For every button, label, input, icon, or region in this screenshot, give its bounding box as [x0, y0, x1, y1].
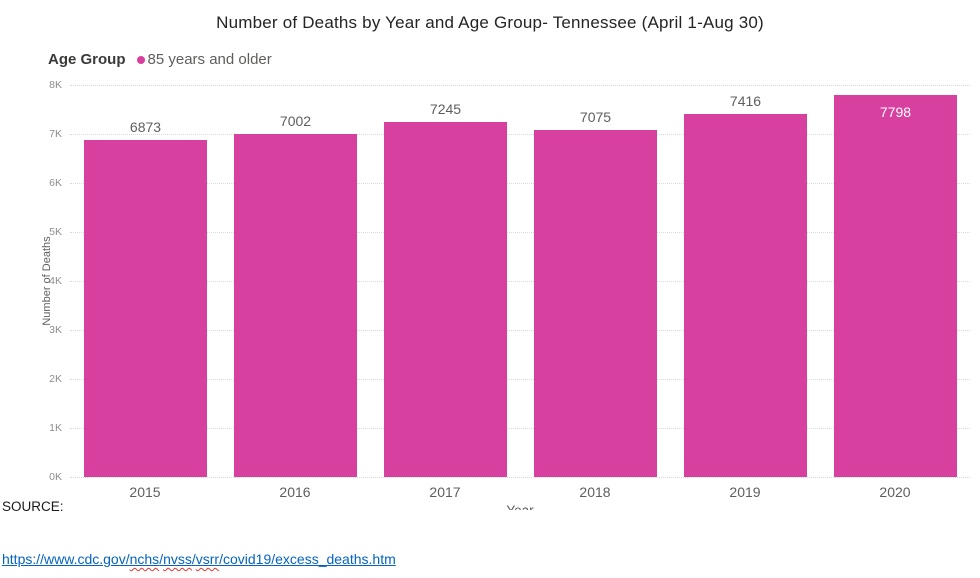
gridline	[70, 330, 970, 331]
legend-item-label: 85 years and older	[147, 51, 272, 68]
y-tick-label: 3K	[49, 324, 62, 336]
bar-value-label: 7075	[579, 109, 612, 126]
x-tick-label: 2017	[429, 484, 461, 500]
source-label: SOURCE:	[2, 499, 64, 514]
gridline	[70, 477, 970, 478]
bar-value-label: 7002	[279, 112, 312, 129]
bar-2016	[234, 133, 357, 477]
x-tick-label: 2018	[579, 484, 611, 500]
y-tick-label: 2K	[49, 373, 62, 385]
link-segment: /	[159, 551, 164, 567]
bar-value-label: 7798	[879, 103, 912, 120]
bar-2017	[384, 122, 507, 477]
gridline	[70, 134, 970, 135]
link-segment: vsrr	[195, 551, 220, 567]
link-segment: nvss	[163, 551, 192, 567]
legend-title: Age Group	[48, 51, 126, 68]
x-tick-label: 2016	[279, 484, 311, 500]
x-tick-label: 2020	[879, 484, 911, 500]
gridline	[70, 281, 970, 282]
source-link[interactable]: https://www.cdc.gov/nchs/nvss/vsrr/covid…	[2, 551, 396, 567]
gridline	[70, 232, 970, 233]
bar-value-label: 7245	[429, 101, 462, 117]
y-tick-label: 1K	[49, 422, 62, 434]
x-tick-label: 2015	[129, 484, 161, 500]
y-tick-label: 6K	[49, 177, 62, 189]
bar-2018	[534, 130, 657, 477]
gridline	[70, 183, 970, 184]
plot-area: Year 6873 2015 7002 2016 7245 2017 7075 2018 741…	[70, 85, 970, 510]
bar-value-label: 6873	[129, 119, 162, 136]
bar-2015	[84, 140, 207, 477]
chart-title: Number of Deaths by Year and Age Group- …	[216, 13, 764, 32]
y-axis: 0K 1K 2K 3K 4K 5K 6K 7K 8K	[0, 79, 62, 483]
y-tick-label: 7K	[49, 128, 62, 140]
y-tick-label: 4K	[49, 275, 62, 287]
link-segment: /	[191, 551, 196, 567]
y-tick-label: 0K	[49, 471, 62, 483]
x-tick-label: 2019	[729, 484, 761, 500]
link-segment: nchs	[129, 551, 160, 567]
gridline	[70, 379, 970, 380]
gridline	[70, 428, 970, 429]
bar-2019	[684, 113, 807, 477]
link-segment: /covid19/excess_deaths.htm	[219, 551, 396, 567]
link-segment: https://www.cdc.gov/	[2, 551, 130, 567]
bar-value-label: 7416	[729, 92, 762, 109]
legend: Age Group 85 years and older	[48, 51, 272, 68]
x-axis-title-clipped: Year	[70, 502, 970, 511]
y-tick-label: 8K	[49, 79, 62, 91]
gridline	[70, 85, 970, 86]
legend-dot-icon	[136, 55, 145, 64]
y-tick-label: 5K	[49, 226, 62, 238]
bar-2020	[834, 94, 957, 477]
y-axis-title: Number of Deaths	[41, 236, 53, 326]
